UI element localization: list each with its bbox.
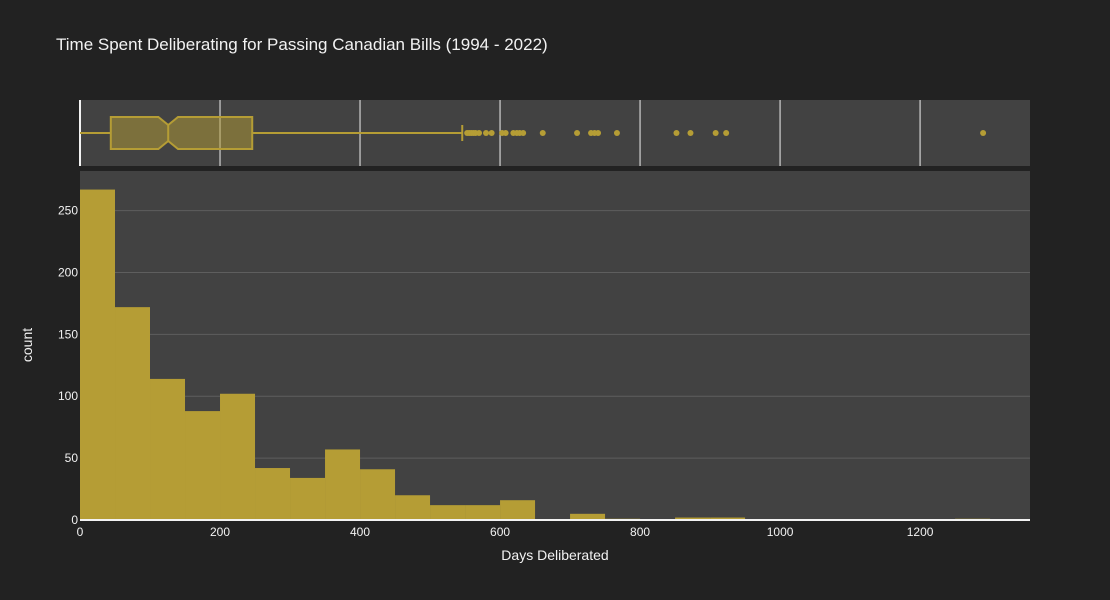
box-outlier-point <box>613 130 620 136</box>
histogram-bar <box>150 378 186 520</box>
histogram-bar <box>570 513 606 520</box>
box-outlier-point <box>488 130 495 136</box>
x-tick-label: 0 <box>77 525 84 539</box>
histogram-bar <box>185 411 221 520</box>
box-outlier-point <box>595 130 602 136</box>
y-tick-label: 0 <box>71 513 78 527</box>
histogram-bar <box>325 449 361 520</box>
box-outlier-point <box>520 130 527 136</box>
histogram-panel: 0 50 100 150 200 250 0 200 400 600 800 1000 1200 <box>58 171 1030 539</box>
box-outlier-point <box>483 130 490 136</box>
histogram-bar <box>430 505 466 520</box>
x-tick-label: 600 <box>490 525 510 539</box>
histogram-bar <box>465 505 501 520</box>
y-tick-label: 250 <box>58 204 78 218</box>
y-tick-label: 200 <box>58 265 78 279</box>
box-panel <box>79 100 1030 166</box>
box-outlier-point <box>980 130 987 136</box>
histogram-bar <box>675 517 711 520</box>
histogram-bar <box>290 477 326 520</box>
y-tick-label: 50 <box>65 451 79 465</box>
chart-title: Time Spent Deliberating for Passing Cana… <box>56 35 548 54</box>
box-outlier-point <box>687 130 694 136</box>
histogram-bar <box>395 495 431 520</box>
histogram-bar <box>710 517 746 520</box>
box-outlier-point <box>673 130 680 136</box>
box-outlier-point <box>723 130 730 136</box>
y-axis-label: count <box>19 328 35 362</box>
box-outlier-point <box>502 130 509 136</box>
x-axis-label: Days Deliberated <box>501 547 608 563</box>
histogram-bar <box>255 468 291 520</box>
box-outlier-point <box>476 130 483 136</box>
x-tick-label: 1200 <box>907 525 934 539</box>
y-tick-label: 150 <box>58 327 78 341</box>
box-outlier-point <box>539 130 546 136</box>
histogram-bar <box>220 393 256 520</box>
x-tick-label: 1000 <box>767 525 794 539</box>
histogram-bar <box>115 307 151 520</box>
x-tick-label: 800 <box>630 525 650 539</box>
x-tick-label: 200 <box>210 525 230 539</box>
x-tick-label: 400 <box>350 525 370 539</box>
box-outlier-point <box>712 130 719 136</box>
box-outlier-point <box>574 130 581 136</box>
box-body <box>109 116 254 150</box>
histogram-bar <box>500 500 536 520</box>
histogram-bar <box>80 189 116 520</box>
histogram-bar <box>360 469 396 520</box>
y-tick-label: 100 <box>58 389 78 403</box>
